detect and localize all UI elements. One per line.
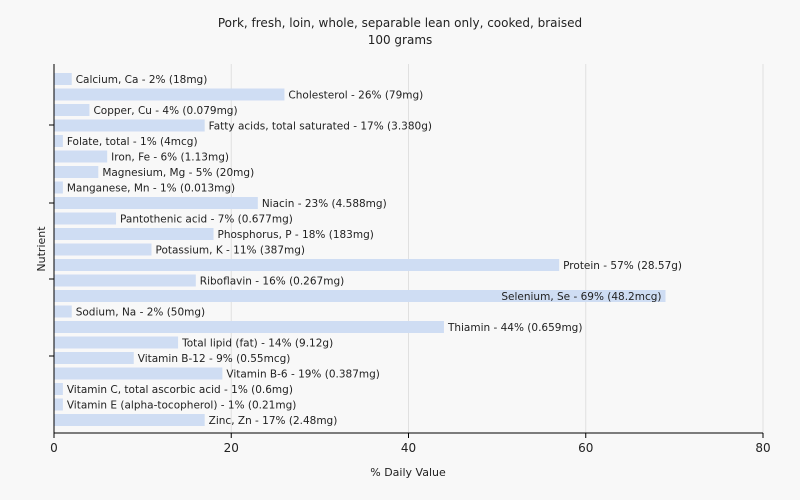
bar-label: Total lipid (fat) - 14% (9.12g) (181, 338, 333, 350)
x-tick-label: 80 (755, 441, 770, 455)
bar (54, 88, 285, 101)
x-tick-label: 20 (224, 441, 239, 455)
bar (54, 398, 63, 411)
bar (54, 212, 117, 225)
axes: 0 20 40 60 80 (49, 64, 771, 455)
bar-label: Copper, Cu - 4% (0.079mg) (93, 105, 237, 117)
x-axis-title: % Daily Value (370, 466, 446, 479)
chart-subtitle: 100 grams (368, 33, 433, 47)
bar (54, 135, 63, 147)
bar-label: Protein - 57% (28.57g) (563, 260, 682, 272)
bar-label: Iron, Fe - 6% (1.13mg) (111, 152, 229, 164)
bar (54, 274, 196, 287)
chart-title: Pork, fresh, loin, whole, separable lean… (218, 16, 582, 30)
bar-label: Magnesium, Mg - 5% (20mg) (102, 167, 254, 179)
bars: Calcium, Ca - 2% (18mg) Cholesterol - 26%… (54, 73, 682, 427)
bar (54, 73, 72, 85)
bar (54, 290, 666, 302)
bar-label: Potassium, K - 11% (387mg) (155, 245, 305, 257)
bar (54, 166, 99, 178)
bar (54, 119, 205, 132)
bar-label: Niacin - 23% (4.588mg) (262, 198, 387, 210)
bar (54, 228, 214, 240)
bar-label: Fatty acids, total saturated - 17% (3.38… (209, 121, 432, 133)
x-tick-label: 60 (578, 441, 593, 455)
bar (54, 321, 444, 333)
bar-label: Riboflavin - 16% (0.267mg) (200, 276, 344, 288)
bar-label: Vitamin B-12 - 9% (0.55mcg) (138, 353, 291, 365)
bar-label: Vitamin E (alpha-tocopherol) - 1% (0.21m… (67, 400, 296, 412)
bar-label: Pantothenic acid - 7% (0.677mg) (120, 214, 293, 226)
x-tick-label: 0 (50, 441, 58, 455)
bar-label: Calcium, Ca - 2% (18mg) (76, 74, 208, 86)
bar-label: Vitamin B-6 - 19% (0.387mg) (226, 369, 380, 381)
bar (54, 243, 152, 256)
bar-label: Folate, total - 1% (4mcg) (67, 136, 198, 148)
bar (54, 197, 258, 209)
bar (54, 104, 90, 116)
bar (54, 383, 63, 395)
x-tick-label: 40 (401, 441, 416, 455)
bar (54, 352, 134, 364)
bar-label: Cholesterol - 26% (79mg) (288, 90, 423, 102)
bar (54, 414, 205, 426)
bar-label: Phosphorus, P - 18% (183mg) (218, 229, 374, 241)
bar (54, 150, 108, 163)
bar-label: Sodium, Na - 2% (50mg) (76, 307, 205, 319)
bar (54, 259, 560, 271)
grid-lines (230, 64, 764, 433)
bar-label: Vitamin C, total ascorbic acid - 1% (0.6… (67, 384, 293, 396)
bar (54, 305, 72, 318)
y-axis-title: Nutrient (35, 226, 48, 272)
bar-label: Zinc, Zn - 17% (2.48mg) (209, 415, 338, 427)
bar (54, 181, 63, 194)
bar (54, 367, 223, 380)
bar-label: Thiamin - 44% (0.659mg) (447, 322, 583, 334)
bar (54, 336, 179, 349)
bar-label: Selenium, Se - 69% (48.2mcg) (501, 291, 661, 303)
bar-label: Manganese, Mn - 1% (0.013mg) (67, 183, 235, 195)
